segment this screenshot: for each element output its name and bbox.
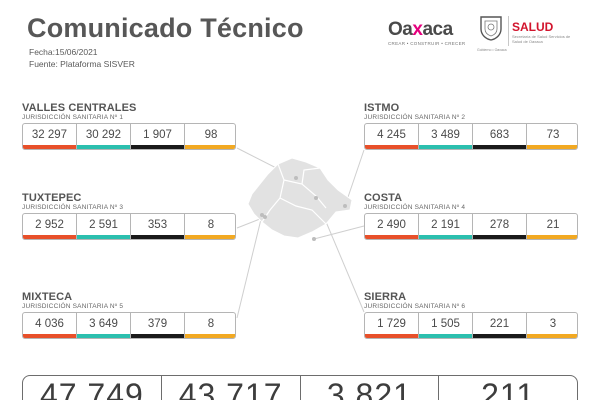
active-cases: 3 xyxy=(527,313,577,338)
logo-divider xyxy=(508,16,509,46)
deaths: 379 xyxy=(131,313,185,338)
state-shield-icon: Gobierno • Oaxaca xyxy=(477,14,507,52)
active-cases: 98 xyxy=(185,124,235,149)
region-jurisdiction: JURISDICCIÓN SANITARIA Nº 2 xyxy=(364,114,466,121)
recovered-cases: 3 649 xyxy=(77,313,131,338)
oaxaca-tagline: CREAR • CONSTRUIR • CRECER xyxy=(388,41,466,46)
recovered-cases: 3 489 xyxy=(419,124,473,149)
active-value: 8 xyxy=(207,318,215,330)
oaxaca-logo-part: aca xyxy=(422,19,453,40)
active-value: 98 xyxy=(204,129,218,141)
deaths-value: 278 xyxy=(489,219,510,231)
confirmed-cases: 1 729 xyxy=(365,313,419,338)
recovered-value: 2 591 xyxy=(89,219,118,231)
recovered-value: 1 505 xyxy=(431,318,460,330)
region-values: 2 952 2 591 353 8 xyxy=(22,213,236,240)
recovered-cases: 2 191 xyxy=(419,214,473,239)
confirmed-cases: 2 490 xyxy=(365,214,419,239)
deaths: 683 xyxy=(473,124,527,149)
active-value: 73 xyxy=(546,129,560,141)
oaxaca-map xyxy=(240,150,360,250)
deaths: 353 xyxy=(131,214,185,239)
recovered-value: 3 489 xyxy=(431,129,460,141)
confirmed-value: 2 490 xyxy=(377,219,406,231)
confirmed-cases: 4 036 xyxy=(23,313,77,338)
region-tuxtepec: TUXTEPEC JURISDICCIÓN SANITARIA Nº 3 2 9… xyxy=(22,192,236,240)
region-sierra: SIERRA JURISDICCIÓN SANITARIA Nº 6 1 729… xyxy=(364,291,578,339)
state-totals: 47 749 43 717 3 821 211 xyxy=(22,375,578,400)
region-name: SIERRA xyxy=(364,291,407,303)
oaxaca-logo-part: Oa xyxy=(388,19,413,40)
active-value: 21 xyxy=(546,219,560,231)
salud-logo: SALUD Secretaría de Salud Servicios de S… xyxy=(512,20,592,45)
active-cases: 73 xyxy=(527,124,577,149)
deaths: 221 xyxy=(473,313,527,338)
confirmed-value: 1 729 xyxy=(377,318,406,330)
region-jurisdiction: JURISDICCIÓN SANITARIA Nº 6 xyxy=(364,303,466,310)
recovered-value: 3 649 xyxy=(89,318,118,330)
region-values: 4 036 3 649 379 8 xyxy=(22,312,236,339)
region-name: VALLES CENTRALES xyxy=(22,102,137,114)
region-name: MIXTECA xyxy=(22,291,73,303)
region-jurisdiction: JURISDICCIÓN SANITARIA Nº 4 xyxy=(364,204,466,211)
deaths-value: 1 907 xyxy=(143,129,172,141)
region-mixteca: MIXTECA JURISDICCIÓN SANITARIA Nº 5 4 03… xyxy=(22,291,236,339)
total-recovered: 43 717 xyxy=(162,376,301,400)
oaxaca-logo: Oaxaca CREAR • CONSTRUIR • CRECER xyxy=(388,20,472,50)
region-valles-centrales: VALLES CENTRALES JURISDICCIÓN SANITARIA … xyxy=(22,102,236,150)
recovered-cases: 30 292 xyxy=(77,124,131,149)
deaths: 278 xyxy=(473,214,527,239)
region-jurisdiction: JURISDICCIÓN SANITARIA Nº 3 xyxy=(22,204,124,211)
confirmed-cases: 32 297 xyxy=(23,124,77,149)
total-deaths: 3 821 xyxy=(301,376,440,400)
deaths-value: 221 xyxy=(489,318,510,330)
report-source: Fuente: Plataforma SISVER xyxy=(29,59,135,69)
confirmed-value: 2 952 xyxy=(35,219,64,231)
confirmed-cases: 2 952 xyxy=(23,214,77,239)
total-confirmed: 47 749 xyxy=(23,376,162,400)
oaxaca-logo-x: x xyxy=(412,19,423,40)
salud-word: SALUD xyxy=(512,20,554,34)
deaths-value: 379 xyxy=(147,318,168,330)
active-value: 8 xyxy=(207,219,215,231)
region-values: 32 297 30 292 1 907 98 xyxy=(22,123,236,150)
region-values: 2 490 2 191 278 21 xyxy=(364,213,578,240)
region-name: ISTMO xyxy=(364,102,400,114)
deaths-value: 353 xyxy=(147,219,168,231)
confirmed-cases: 4 245 xyxy=(365,124,419,149)
active-cases: 8 xyxy=(185,313,235,338)
confirmed-value: 4 036 xyxy=(35,318,64,330)
page-title: Comunicado Técnico xyxy=(27,13,304,43)
deaths-value: 683 xyxy=(489,129,510,141)
region-costa: COSTA JURISDICCIÓN SANITARIA Nº 4 2 490 … xyxy=(364,192,578,240)
active-cases: 8 xyxy=(185,214,235,239)
deaths: 1 907 xyxy=(131,124,185,149)
region-jurisdiction: JURISDICCIÓN SANITARIA Nº 1 xyxy=(22,114,124,121)
active-cases: 21 xyxy=(527,214,577,239)
confirmed-value: 32 297 xyxy=(31,129,68,141)
region-jurisdiction: JURISDICCIÓN SANITARIA Nº 5 xyxy=(22,303,124,310)
recovered-value: 2 191 xyxy=(431,219,460,231)
salud-subtitle: Secretaría de Salud Servicios de Salud d… xyxy=(512,34,571,44)
region-istmo: ISTMO JURISDICCIÓN SANITARIA Nº 2 4 245 … xyxy=(364,102,578,150)
recovered-value: 30 292 xyxy=(85,129,122,141)
region-name: TUXTEPEC xyxy=(22,192,82,204)
active-value: 3 xyxy=(549,318,557,330)
region-values: 4 245 3 489 683 73 xyxy=(364,123,578,150)
region-name: COSTA xyxy=(364,192,403,204)
recovered-cases: 2 591 xyxy=(77,214,131,239)
confirmed-value: 4 245 xyxy=(377,129,406,141)
shield-caption: Gobierno • Oaxaca xyxy=(477,48,507,52)
total-active: 211 xyxy=(481,377,536,400)
region-values: 1 729 1 505 221 3 xyxy=(364,312,578,339)
recovered-cases: 1 505 xyxy=(419,313,473,338)
report-date: Fecha:15/06/2021 xyxy=(29,47,98,57)
